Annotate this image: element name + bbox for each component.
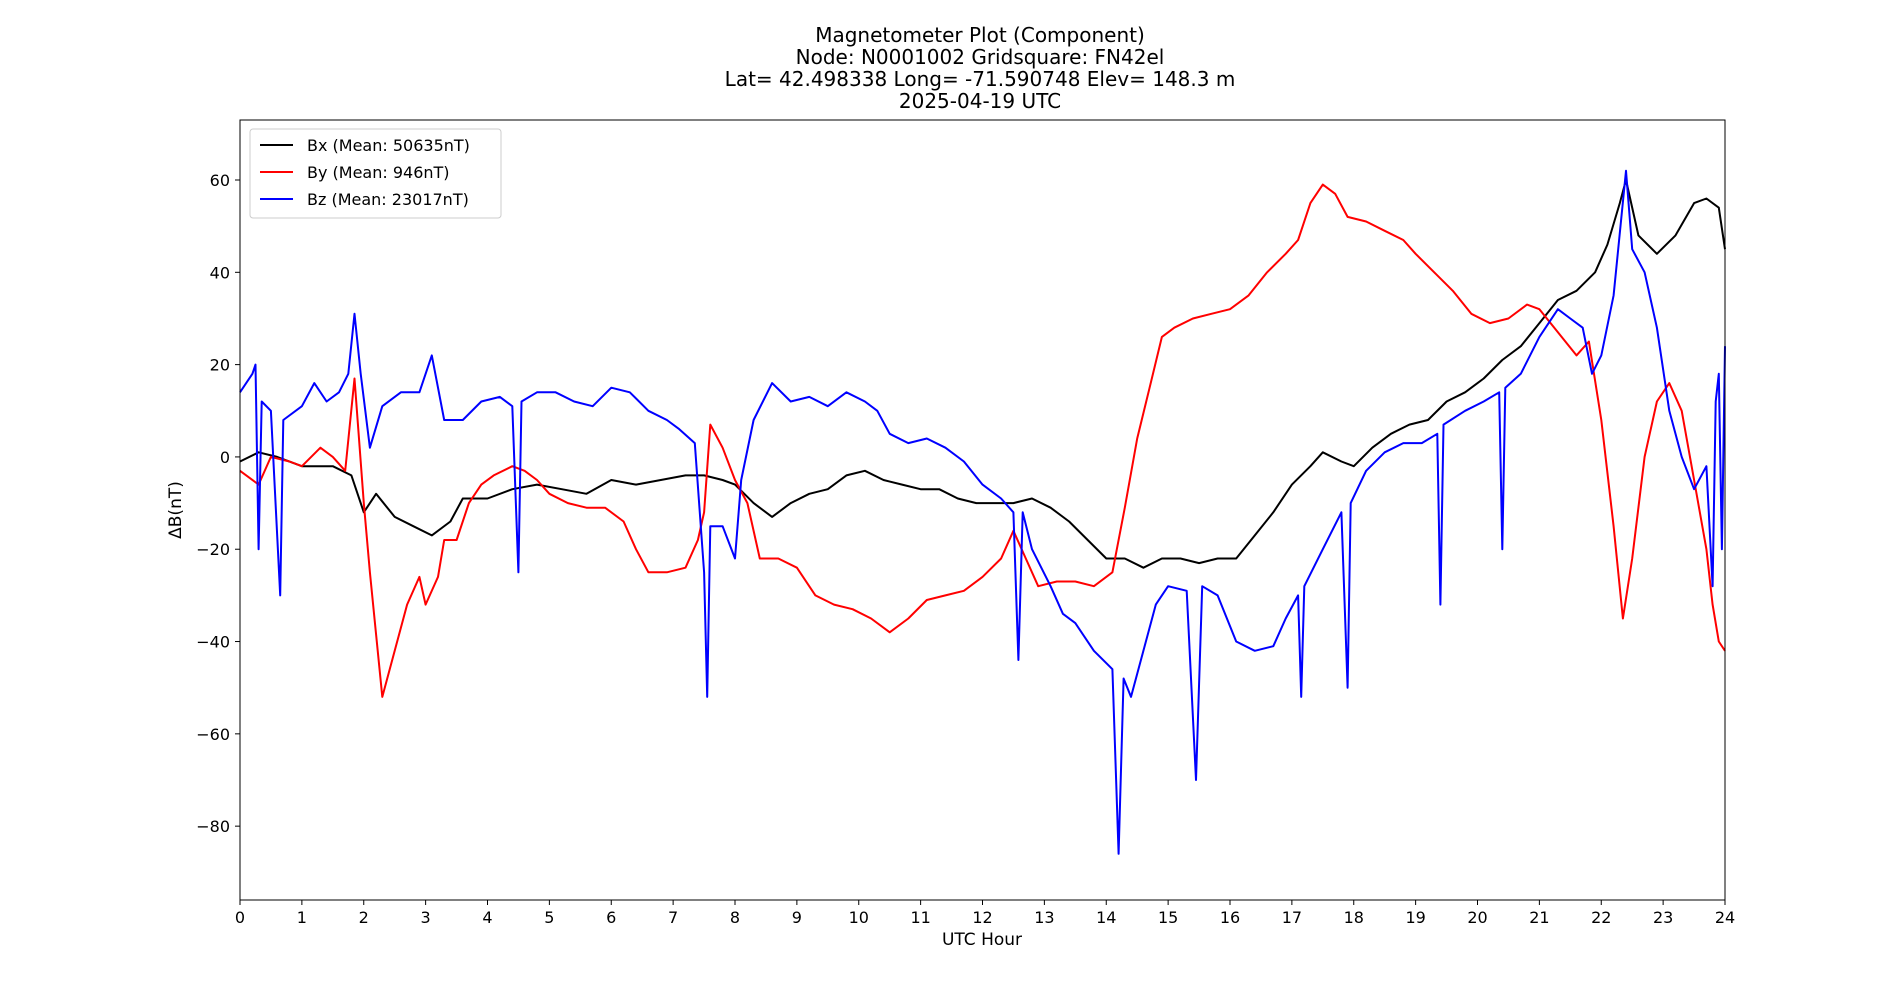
title-line-1: Magnetometer Plot (Component) <box>815 23 1145 47</box>
x-tick-label: 0 <box>235 908 245 927</box>
x-tick-label: 3 <box>421 908 431 927</box>
legend-label-by: By (Mean: 946nT) <box>307 163 450 182</box>
title-line-4: 2025-04-19 UTC <box>899 89 1061 113</box>
x-tick-label: 14 <box>1096 908 1116 927</box>
y-tick-label: 0 <box>220 448 230 467</box>
legend-box <box>249 128 502 219</box>
x-tick-label: 6 <box>606 908 616 927</box>
x-tick-label: 2 <box>359 908 369 927</box>
x-tick-label: 5 <box>544 908 554 927</box>
y-tick-label: −40 <box>196 633 230 652</box>
x-tick-label: 13 <box>1034 908 1054 927</box>
x-tick-label: 9 <box>792 908 802 927</box>
legend-entry-bx: Bx (Mean: 50635nT) <box>260 136 470 155</box>
x-tick-label: 24 <box>1715 908 1735 927</box>
legend: Bx (Mean: 50635nT) By (Mean: 946nT) Bz (… <box>249 128 502 219</box>
y-tick-label: 40 <box>210 263 230 282</box>
plot-area <box>239 119 1726 901</box>
y-tick-label: −80 <box>196 817 230 836</box>
series-line-bx <box>239 179 1726 569</box>
x-axis-label: UTC Hour <box>942 930 1022 950</box>
x-tick-label: 19 <box>1405 908 1425 927</box>
y-tick-label: 60 <box>210 171 230 190</box>
x-tick-label: 21 <box>1529 908 1549 927</box>
legend-label-bz: Bz (Mean: 23017nT) <box>307 190 469 209</box>
y-tick-label: 20 <box>210 356 230 375</box>
x-tick-label: 7 <box>668 908 678 927</box>
x-tick-label: 11 <box>910 908 930 927</box>
series-line-bz <box>239 169 1726 855</box>
x-tick-label: 20 <box>1467 908 1487 927</box>
legend-entry-bz: Bz (Mean: 23017nT) <box>260 190 469 209</box>
y-axis-label: ΔB(nT) <box>166 481 186 539</box>
x-axis: 0 1 2 3 4 5 6 7 8 9 10 11 12 13 14 15 16 17 18 19 20 21 22 23 24 <box>235 900 1735 927</box>
x-tick-label: 23 <box>1653 908 1673 927</box>
legend-label-bx: Bx (Mean: 50635nT) <box>307 136 470 155</box>
title-line-2: Node: N0001002 Gridsquare: FN42el <box>796 45 1165 69</box>
chart-title: Magnetometer Plot (Component) Node: N000… <box>725 23 1236 113</box>
x-tick-label: 15 <box>1158 908 1178 927</box>
y-axis: 60 40 20 0 −20 −40 −60 −80 <box>196 171 240 836</box>
y-tick-label: −60 <box>196 725 230 744</box>
x-tick-label: 8 <box>730 908 740 927</box>
x-tick-label: 18 <box>1344 908 1364 927</box>
series-layer <box>239 169 1726 855</box>
series-line-by <box>239 183 1726 698</box>
x-tick-label: 17 <box>1282 908 1302 927</box>
x-tick-label: 12 <box>972 908 992 927</box>
x-tick-label: 16 <box>1220 908 1240 927</box>
x-tick-label: 4 <box>482 908 492 927</box>
x-tick-label: 1 <box>297 908 307 927</box>
y-tick-label: −20 <box>196 540 230 559</box>
legend-entry-by: By (Mean: 946nT) <box>260 163 450 182</box>
title-line-3: Lat= 42.498338 Long= -71.590748 Elev= 14… <box>725 67 1236 91</box>
x-tick-label: 10 <box>849 908 869 927</box>
x-tick-label: 22 <box>1591 908 1611 927</box>
